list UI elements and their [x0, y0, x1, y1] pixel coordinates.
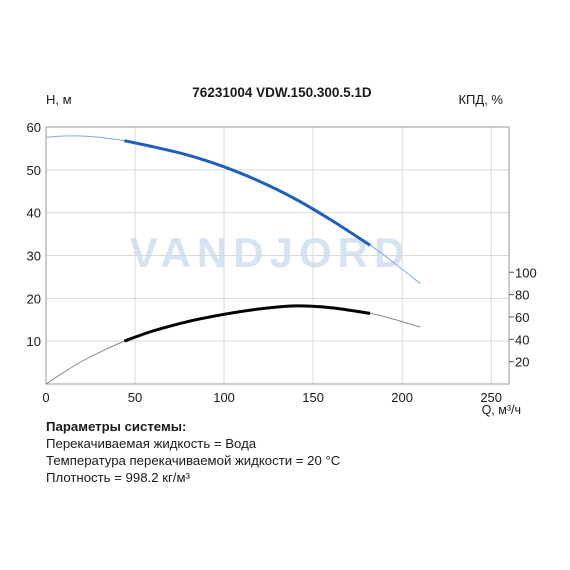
x-tick-label: 200 [391, 390, 413, 405]
efficiency-curve-operating [123, 304, 371, 343]
y-right-tick-labels: 20 40 60 80 100 [509, 265, 537, 370]
y-right-tick-label: 20 [515, 355, 529, 370]
y-left-tick-label: 30 [27, 249, 41, 264]
chart-watermark: VANDJORD [130, 229, 411, 276]
y-left-tick-labels: 10 20 30 40 50 60 [27, 120, 41, 349]
x-tick-label: 100 [213, 390, 235, 405]
y-right-axis-label: КПД, % [458, 92, 503, 107]
y-right-tick-label: 60 [515, 310, 529, 325]
efficiency-curve-full [45, 305, 421, 385]
param-temperature: Температура перекачиваемой жидкости = 20… [46, 453, 341, 468]
plot-frame [45, 126, 510, 385]
x-tick-label: 250 [480, 390, 502, 405]
chart-title: 76231004 VDW.150.300.5.1D [192, 85, 372, 100]
system-parameters: Параметры системы: Перекачиваемая жидкос… [46, 418, 340, 486]
system-parameters-title: Параметры системы: [46, 419, 187, 434]
head-curve-operating [124, 139, 371, 247]
x-axis-label: Q, м³/ч [482, 403, 521, 417]
y-left-tick-label: 20 [27, 291, 41, 306]
y-left-tick-label: 10 [27, 334, 41, 349]
y-left-tick-label: 40 [27, 206, 41, 221]
x-tick-label: 50 [128, 390, 142, 405]
grid [46, 127, 509, 384]
y-left-tick-label: 60 [27, 120, 41, 135]
y-right-tick-label: 100 [515, 265, 537, 280]
y-left-tick-label: 50 [27, 163, 41, 178]
param-liquid: Перекачиваемая жидкость = Вода [46, 436, 257, 451]
x-tick-labels: 0 50 100 150 200 250 [42, 390, 502, 405]
y-left-axis-label: H, м [46, 92, 72, 107]
x-tick-label: 150 [302, 390, 324, 405]
x-tick-label: 0 [42, 390, 49, 405]
series-layer [45, 135, 421, 385]
param-density: Плотность = 998.2 кг/м³ [46, 470, 190, 485]
y-right-tick-label: 40 [515, 332, 529, 347]
y-right-tick-label: 80 [515, 288, 529, 303]
